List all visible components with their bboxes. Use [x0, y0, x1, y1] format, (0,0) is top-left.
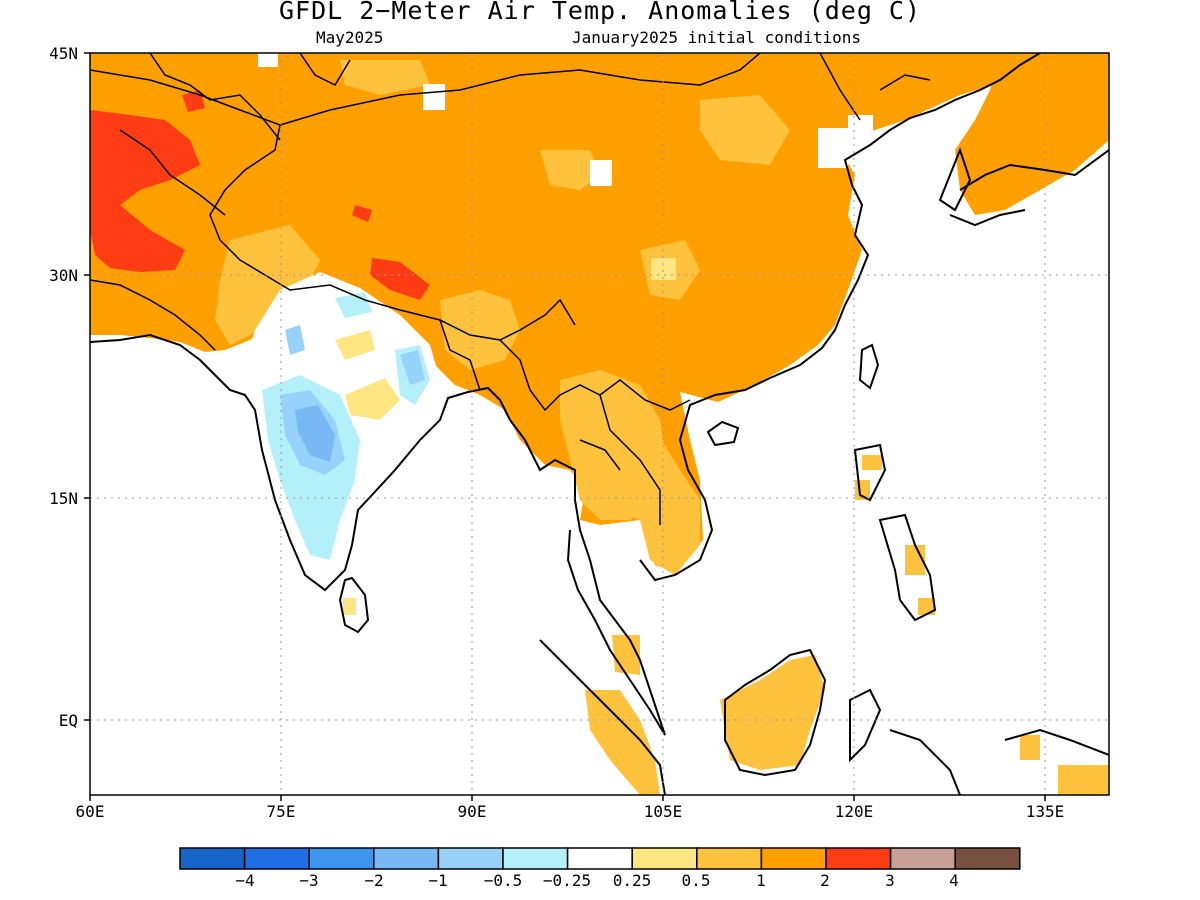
colorbar-swatch: [696, 847, 763, 870]
colorbar-swatch: [373, 847, 440, 870]
lat-label-30n: 30N: [49, 266, 78, 285]
colorbar-label: 4: [949, 871, 959, 890]
colorbar-swatch: [437, 847, 504, 870]
colorbar-swatch: [631, 847, 698, 870]
colorbar-label: −1: [428, 871, 448, 890]
lon-label-120e: 120E: [834, 802, 874, 821]
forecast-month: May2025: [316, 28, 384, 47]
lon-label-60e: 60E: [75, 802, 105, 821]
anomaly-region-minus1-to-minus0.5: [285, 325, 305, 355]
colorbar-swatch: [760, 847, 827, 870]
colorbar-label: 0.25: [612, 871, 652, 890]
lon-label-105e: 105E: [643, 802, 683, 821]
anomaly-region-0.5-to-1: [585, 690, 660, 795]
colorbar-label: 0.5: [681, 871, 711, 890]
map-title: GFDL 2−Meter Air Temp. Anomalies (deg C): [278, 0, 922, 25]
lon-label-90e: 90E: [457, 802, 487, 821]
anomaly-region-0.5-to-1: [440, 290, 520, 370]
anomaly-region-0.5-to-1: [918, 598, 935, 615]
colorbar-label: −0.5: [483, 871, 523, 890]
missing-data-cell: [590, 160, 612, 186]
anomaly-region-0.5-to-1: [215, 225, 320, 345]
colorbar-swatch: [308, 847, 375, 870]
colorbar-label: −4: [235, 871, 255, 890]
lat-label-eq: EQ: [58, 711, 78, 730]
anomaly-region-0.5-to-1: [905, 545, 925, 575]
missing-data-cell: [848, 115, 873, 145]
anomaly-region-0.5-to-1: [862, 455, 882, 470]
anomaly-region-0.5-to-1: [612, 635, 640, 675]
colorbar-label: −2: [364, 871, 384, 890]
colorbar-label: −0.25: [542, 871, 592, 890]
colorbar-swatch: [825, 847, 892, 870]
graticule: [90, 53, 1109, 795]
lat-label-15n: 15N: [49, 489, 78, 508]
initial-conditions: January2025 initial conditions: [572, 28, 861, 47]
colorbar-label: 1: [756, 871, 766, 890]
coastlines: [90, 53, 1109, 795]
colorbar-swatch: [566, 847, 633, 870]
missing-data-cell: [818, 128, 848, 168]
anomaly-region-0.5-to-1: [610, 430, 700, 575]
anomaly-region-0.5-to-1: [700, 95, 790, 165]
anomaly-region-2-to-3: [90, 110, 200, 272]
colorbar-swatch: [954, 847, 1021, 870]
anomaly-region-2-to-3: [352, 205, 372, 222]
axis-ticks: [84, 52, 1046, 801]
anomaly-region-0.5-to-1: [1020, 735, 1040, 760]
anomaly-region-0.5-to-1: [340, 60, 430, 95]
anomaly-region-1-to-2: [90, 53, 1010, 572]
lon-label-135e: 135E: [1025, 802, 1065, 821]
map-frame: [89, 52, 1110, 796]
anomaly-region-0.5-to-1: [540, 150, 600, 190]
colorbar-label: 2: [820, 871, 830, 890]
anomaly-region-0.25-to-0.5: [343, 598, 356, 615]
anomaly-region-0.25-to-0.5: [345, 378, 400, 420]
anomaly-cell-0.25-to-0.5: [651, 258, 676, 280]
anomaly-region-0.5-to-1: [720, 655, 825, 770]
lon-label-75e: 75E: [266, 802, 296, 821]
colorbar-swatch: [179, 847, 246, 870]
missing-data-cell: [423, 84, 445, 110]
colorbar-label: −3: [299, 871, 319, 890]
anomaly-region-2-to-3: [370, 258, 430, 300]
colorbar-label: 3: [885, 871, 895, 890]
colorbar-swatch: [889, 847, 956, 870]
lat-label-45n: 45N: [49, 44, 78, 63]
anomaly-region-0.5-to-1: [1058, 765, 1109, 795]
anomaly-region-1-to-2: [955, 53, 1109, 215]
anomaly-region-minus1-to-minus0.5: [400, 350, 425, 385]
missing-data-cell: [258, 53, 278, 67]
anomaly-region-minus2-to-minus1: [295, 405, 335, 462]
anomaly-region-0.25-to-0.5: [335, 330, 375, 360]
colorbar: [179, 847, 1021, 870]
colorbar-swatch: [502, 847, 569, 870]
colorbar-swatch: [243, 847, 310, 870]
country-borders: [90, 53, 931, 525]
